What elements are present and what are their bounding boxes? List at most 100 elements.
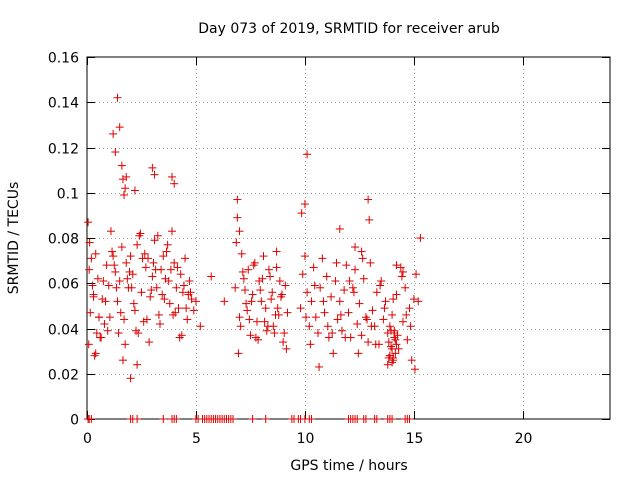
data-point bbox=[333, 315, 342, 324]
data-point bbox=[130, 186, 139, 195]
data-point bbox=[357, 247, 366, 256]
data-point bbox=[324, 333, 333, 342]
data-point bbox=[251, 333, 260, 342]
data-point bbox=[392, 340, 401, 349]
data-point bbox=[348, 283, 357, 292]
data-point bbox=[243, 306, 252, 315]
data-point bbox=[146, 292, 155, 301]
data-point bbox=[310, 281, 319, 290]
data-point bbox=[196, 322, 205, 331]
data-point bbox=[412, 270, 421, 279]
data-point bbox=[261, 304, 270, 313]
data-point bbox=[246, 331, 255, 340]
x-tick-label: 5 bbox=[192, 431, 201, 447]
data-point bbox=[207, 272, 216, 281]
data-point bbox=[355, 299, 364, 308]
data-point bbox=[247, 297, 256, 306]
data-point bbox=[112, 283, 121, 292]
data-point bbox=[151, 265, 160, 274]
data-point bbox=[319, 297, 328, 306]
data-point bbox=[178, 288, 187, 297]
data-point bbox=[342, 261, 351, 270]
data-point bbox=[122, 258, 131, 267]
data-point bbox=[300, 200, 309, 209]
data-point bbox=[236, 322, 245, 331]
data-point bbox=[332, 258, 341, 267]
data-point bbox=[270, 329, 279, 338]
data-point bbox=[248, 290, 257, 299]
data-point bbox=[389, 295, 398, 304]
data-point bbox=[351, 243, 360, 252]
y-tick-label: 0 bbox=[70, 413, 79, 429]
data-point bbox=[297, 209, 306, 218]
data-point bbox=[158, 290, 167, 299]
data-point bbox=[87, 254, 96, 263]
data-point bbox=[169, 310, 178, 319]
data-point bbox=[329, 349, 338, 358]
data-point bbox=[351, 265, 360, 274]
data-point bbox=[396, 263, 405, 272]
data-point bbox=[189, 306, 198, 315]
zero-data-point bbox=[229, 415, 238, 423]
data-point bbox=[93, 274, 102, 283]
data-point bbox=[320, 308, 329, 317]
data-point bbox=[156, 319, 165, 328]
data-point bbox=[85, 238, 94, 247]
data-point bbox=[368, 306, 377, 315]
data-point bbox=[233, 195, 242, 204]
data-point bbox=[110, 261, 119, 270]
x-tick-label: 0 bbox=[83, 431, 92, 447]
data-point bbox=[162, 247, 171, 256]
data-point bbox=[364, 195, 373, 204]
data-point bbox=[377, 276, 386, 285]
data-point bbox=[311, 313, 320, 322]
x-tick-label: 20 bbox=[515, 431, 533, 447]
data-point bbox=[361, 313, 370, 322]
data-point bbox=[327, 292, 336, 301]
data-point bbox=[113, 297, 122, 306]
zero-data-point bbox=[261, 415, 270, 423]
data-point bbox=[313, 329, 322, 338]
data-point bbox=[85, 265, 94, 274]
data-point bbox=[90, 351, 99, 360]
data-point bbox=[309, 263, 318, 272]
data-point bbox=[318, 254, 327, 263]
data-point bbox=[278, 290, 287, 299]
data-point bbox=[142, 315, 151, 324]
data-point bbox=[273, 304, 282, 313]
data-point bbox=[186, 288, 195, 297]
data-point bbox=[380, 304, 389, 313]
data-point bbox=[117, 161, 126, 170]
data-point bbox=[126, 252, 135, 261]
data-point bbox=[402, 310, 411, 319]
data-point bbox=[300, 252, 309, 261]
data-point bbox=[340, 286, 349, 295]
y-tick-label: 0.08 bbox=[48, 232, 79, 248]
y-tick-label: 0.04 bbox=[48, 323, 79, 339]
grid-lines bbox=[87, 57, 610, 419]
data-point bbox=[181, 254, 190, 263]
data-point bbox=[392, 261, 401, 270]
data-point bbox=[94, 313, 103, 322]
data-point bbox=[392, 290, 401, 299]
data-point bbox=[271, 310, 280, 319]
data-point bbox=[235, 313, 244, 322]
data-point bbox=[298, 270, 307, 279]
data-point bbox=[231, 283, 240, 292]
data-point bbox=[170, 258, 179, 267]
data-point bbox=[242, 299, 251, 308]
data-point bbox=[166, 265, 175, 274]
y-tick-label: 0.1 bbox=[57, 187, 79, 203]
data-point bbox=[376, 281, 385, 290]
data-point bbox=[184, 290, 193, 299]
zero-data-point bbox=[372, 415, 381, 423]
data-point bbox=[279, 338, 288, 347]
data-point bbox=[160, 295, 169, 304]
data-point bbox=[120, 191, 129, 200]
data-point bbox=[122, 172, 131, 181]
data-point bbox=[179, 281, 188, 290]
data-point bbox=[148, 272, 157, 281]
data-point bbox=[137, 288, 146, 297]
data-point bbox=[282, 344, 291, 353]
data-point bbox=[105, 313, 114, 322]
